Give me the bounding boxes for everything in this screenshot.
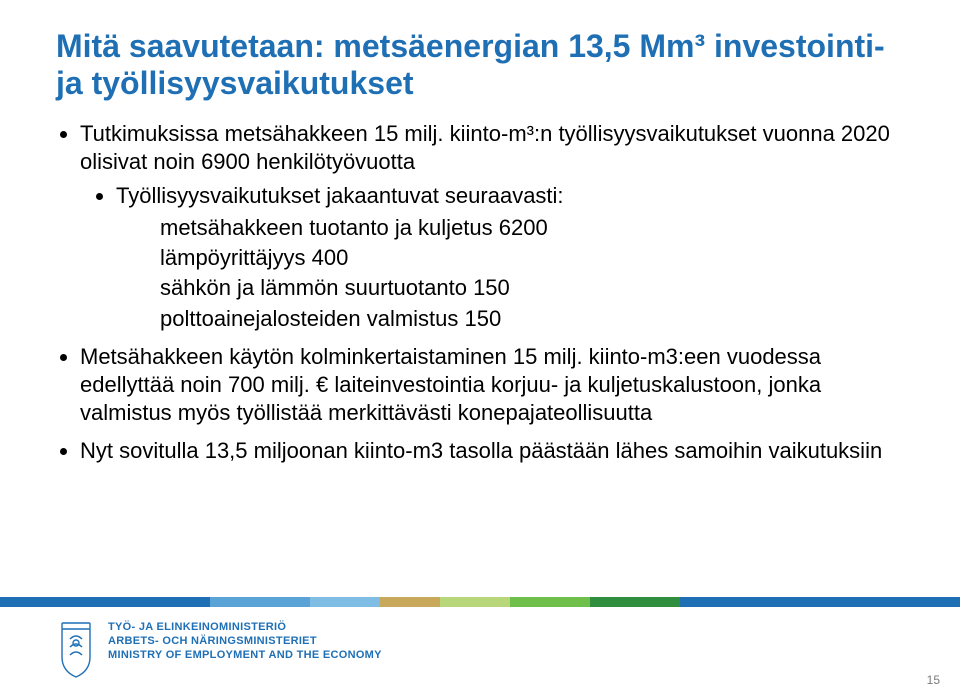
stripe-segment	[510, 597, 590, 607]
stripe-segment	[210, 597, 310, 607]
bullet-text: Metsähakkeen käytön kolminkertaistaminen…	[80, 344, 821, 425]
stripe-segment	[680, 597, 960, 607]
bullet-text: Tutkimuksissa metsähakkeen 15 milj. kiin…	[80, 121, 890, 174]
color-stripe	[0, 597, 960, 607]
list-item: lämpöyrittäjyys 400	[160, 244, 904, 272]
bullet-list-nested-2: metsähakkeen tuotanto ja kuljetus 6200 l…	[116, 214, 904, 333]
stripe-segment	[440, 597, 510, 607]
slide-title: Mitä saavutetaan: metsäenergian 13,5 Mm³…	[56, 28, 904, 102]
slide: Mitä saavutetaan: metsäenergian 13,5 Mm³…	[0, 0, 960, 695]
list-item: Nyt sovitulla 13,5 miljoonan kiinto-m3 t…	[80, 437, 904, 465]
slide-footer: TYÖ- JA ELINKEINOMINISTERIÖ ARBETS- OCH …	[0, 597, 960, 695]
ministry-line-sv: ARBETS- OCH NÄRINGSMINISTERIET	[108, 635, 382, 649]
bullet-text: Nyt sovitulla 13,5 miljoonan kiinto-m3 t…	[80, 438, 882, 463]
stripe-segment	[0, 597, 210, 607]
list-item: Tutkimuksissa metsähakkeen 15 milj. kiin…	[80, 120, 904, 333]
ministry-block: TYÖ- JA ELINKEINOMINISTERIÖ ARBETS- OCH …	[108, 621, 382, 662]
list-item: sähkön ja lämmön suurtuotanto 150	[160, 274, 904, 302]
ministry-line-en: MINISTRY OF EMPLOYMENT AND THE ECONOMY	[108, 649, 382, 663]
stripe-segment	[380, 597, 440, 607]
bullet-text: sähkön ja lämmön suurtuotanto 150	[160, 275, 510, 300]
ministry-line-fi: TYÖ- JA ELINKEINOMINISTERIÖ	[108, 621, 382, 635]
footer-bar: TYÖ- JA ELINKEINOMINISTERIÖ ARBETS- OCH …	[0, 607, 960, 695]
bullet-text: Työllisyysvaikutukset jakaantuvat seuraa…	[116, 183, 564, 208]
stripe-segment	[310, 597, 380, 607]
list-item: metsähakkeen tuotanto ja kuljetus 6200	[160, 214, 904, 242]
page-number: 15	[927, 673, 940, 687]
bullet-list-nested: Työllisyysvaikutukset jakaantuvat seuraa…	[80, 182, 904, 333]
bullet-text: polttoainejalosteiden valmistus 150	[160, 306, 501, 331]
list-item: Työllisyysvaikutukset jakaantuvat seuraa…	[116, 182, 904, 333]
bullet-list: Tutkimuksissa metsähakkeen 15 milj. kiin…	[56, 120, 904, 466]
list-item: Metsähakkeen käytön kolminkertaistaminen…	[80, 343, 904, 427]
stripe-segment	[590, 597, 680, 607]
bullet-text: metsähakkeen tuotanto ja kuljetus 6200	[160, 215, 548, 240]
bullet-text: lämpöyrittäjyys 400	[160, 245, 348, 270]
list-item: polttoainejalosteiden valmistus 150	[160, 305, 904, 333]
crest-icon	[56, 621, 96, 679]
